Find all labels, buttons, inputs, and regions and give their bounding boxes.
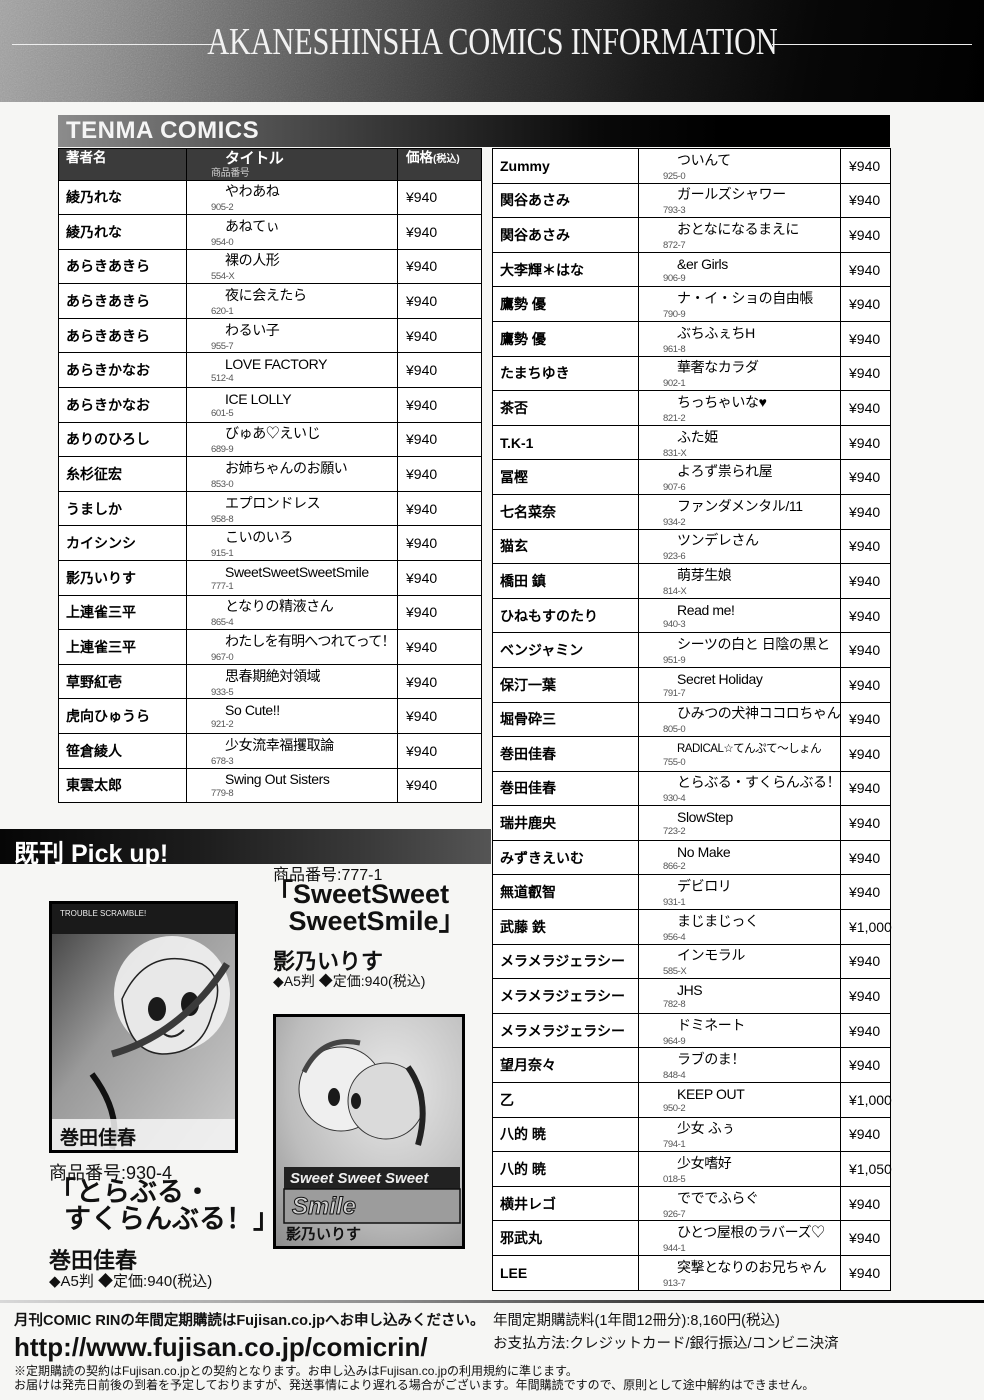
svg-text:影乃いりす: 影乃いりす <box>286 1226 361 1243</box>
svg-text:巻田佳春: 巻田佳春 <box>59 1126 136 1149</box>
svg-text:Smile: Smile <box>292 1193 356 1220</box>
svg-text:Sweet Sweet Sweet: Sweet Sweet Sweet <box>290 1170 429 1187</box>
svg-text:TROUBLE SCRAMBLE!: TROUBLE SCRAMBLE! <box>60 909 146 918</box>
